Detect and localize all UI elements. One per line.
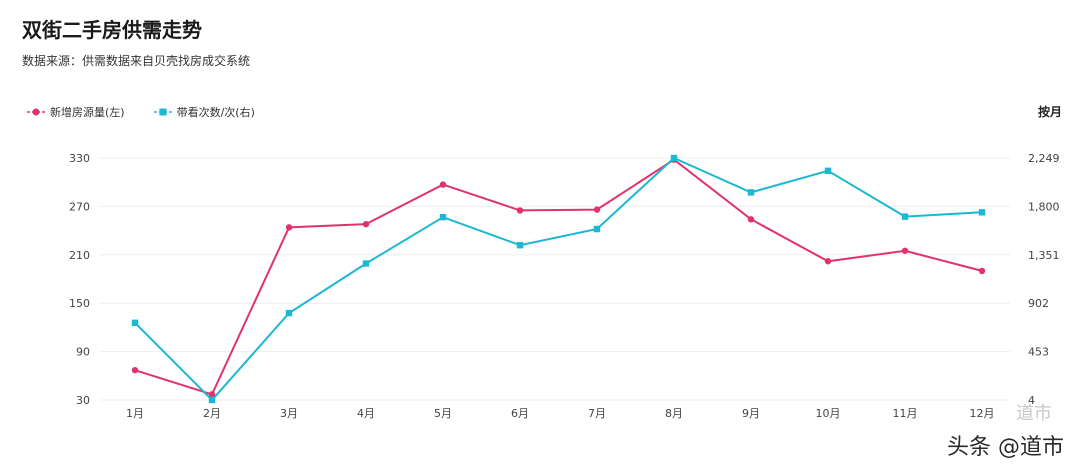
viewings-point	[824, 167, 832, 175]
viewings-point	[439, 213, 447, 221]
supply-point	[824, 258, 832, 265]
supply-point	[208, 391, 216, 398]
legend-item-viewings[interactable]: 带看次数/次(右)	[153, 104, 255, 120]
supply-point	[747, 216, 755, 223]
viewings-point	[362, 260, 370, 267]
left-tick-label: 150	[69, 297, 90, 310]
left-tick-label: 210	[69, 249, 90, 262]
x-tick-label: 10月	[816, 407, 841, 420]
legend-viewings-marker-icon	[153, 108, 172, 116]
viewings-point	[285, 309, 293, 317]
viewings-point	[901, 213, 909, 220]
supply-point	[593, 206, 601, 213]
right-tick-label: 4	[1028, 394, 1035, 407]
x-tick-label: 2月	[203, 407, 221, 420]
viewings-point	[978, 209, 986, 216]
x-tick-label: 3月	[280, 407, 298, 420]
viewings-point	[208, 396, 216, 404]
viewings-point	[670, 154, 678, 162]
watermark-faint: 道市	[1016, 403, 1052, 424]
left-tick-label: 270	[69, 200, 90, 213]
legend-viewings-label: 带看次数/次(右)	[176, 106, 255, 119]
x-tick-label: 8月	[665, 407, 683, 420]
period-selector[interactable]: 按月	[1037, 105, 1062, 119]
x-tick-label: 9月	[742, 407, 760, 420]
supply-point	[131, 366, 139, 374]
viewings-point	[747, 189, 755, 196]
viewings-series-line	[134, 156, 983, 402]
legend-item-supply[interactable]: 新增房源量(左)	[26, 104, 125, 120]
x-tick-label: 4月	[357, 407, 375, 420]
legend-supply-label: 新增房源量(左)	[50, 106, 125, 119]
supply-point	[285, 224, 293, 231]
supply-series-line	[134, 158, 983, 396]
right-tick-label: 1,351	[1028, 249, 1060, 262]
right-tick-label: 453	[1028, 346, 1049, 359]
viewings-point	[131, 319, 139, 327]
right-tick-label: 902	[1028, 297, 1049, 310]
x-tick-label: 12月	[970, 407, 995, 420]
left-tick-label: 330	[69, 152, 90, 165]
x-tick-label: 11月	[893, 407, 918, 420]
chart-title: 双街二手房供需走势	[22, 18, 202, 42]
x-tick-label: 1月	[126, 407, 144, 420]
chart-subtitle: 数据来源：供需数据来自贝壳找房成交系统	[22, 54, 251, 68]
x-tick-label: 6月	[511, 407, 529, 420]
left-tick-label: 90	[76, 346, 90, 359]
viewings-point	[593, 225, 601, 233]
legend-supply-marker-icon	[27, 108, 45, 116]
viewings-point	[516, 242, 524, 249]
supply-point	[362, 220, 370, 228]
supply-point	[439, 181, 447, 188]
x-tick-label: 5月	[434, 407, 452, 420]
right-tick-label: 2,249	[1028, 152, 1060, 165]
right-tick-label: 1,800	[1028, 200, 1060, 213]
x-tick-label: 7月	[588, 407, 606, 420]
supply-point	[901, 247, 909, 254]
supply-point	[516, 207, 524, 214]
legend: 新增房源量(左) 带看次数/次(右)	[26, 104, 283, 120]
watermark: 头条 @道市	[947, 435, 1064, 460]
supply-point	[978, 267, 986, 275]
left-tick-label: 30	[76, 394, 90, 407]
